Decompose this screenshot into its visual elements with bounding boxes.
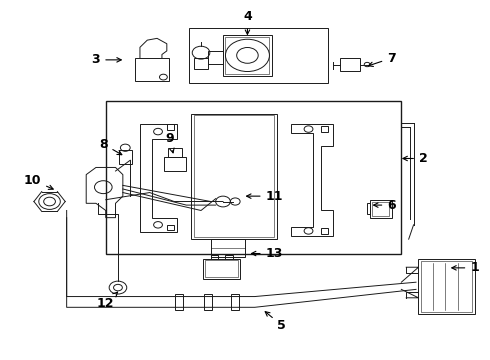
Bar <box>418 259 475 315</box>
Bar <box>211 239 245 257</box>
Bar <box>321 126 328 132</box>
Text: 13: 13 <box>251 247 283 260</box>
Bar <box>135 58 169 81</box>
Text: 8: 8 <box>99 138 122 155</box>
Text: 12: 12 <box>97 292 118 310</box>
Text: 5: 5 <box>265 312 286 332</box>
Bar <box>120 149 132 164</box>
Bar <box>168 148 182 157</box>
Text: 2: 2 <box>403 152 428 165</box>
Text: 10: 10 <box>24 174 53 189</box>
Bar <box>106 101 401 253</box>
Bar <box>167 125 174 130</box>
Bar <box>367 203 369 214</box>
Bar <box>194 116 274 237</box>
Bar <box>204 294 212 310</box>
Bar <box>194 58 208 69</box>
Bar <box>340 58 360 71</box>
Bar <box>208 51 223 64</box>
Text: 7: 7 <box>368 51 396 67</box>
Bar <box>372 202 389 216</box>
Bar <box>225 37 270 74</box>
Bar <box>205 260 238 277</box>
Bar <box>421 261 472 312</box>
Bar <box>191 114 277 239</box>
Bar <box>223 35 272 76</box>
Text: 3: 3 <box>92 53 121 66</box>
Bar <box>321 228 328 234</box>
Bar <box>175 294 183 310</box>
Bar <box>203 259 240 279</box>
Text: 1: 1 <box>452 261 479 274</box>
Bar <box>369 200 392 218</box>
Text: 11: 11 <box>246 190 283 203</box>
Text: 9: 9 <box>165 132 174 153</box>
Text: 6: 6 <box>373 199 396 212</box>
Bar <box>189 28 328 83</box>
Bar <box>164 157 186 171</box>
Bar <box>167 225 174 230</box>
Text: 4: 4 <box>243 10 252 34</box>
Bar <box>231 294 239 310</box>
Bar <box>211 255 218 259</box>
Bar <box>225 255 233 259</box>
